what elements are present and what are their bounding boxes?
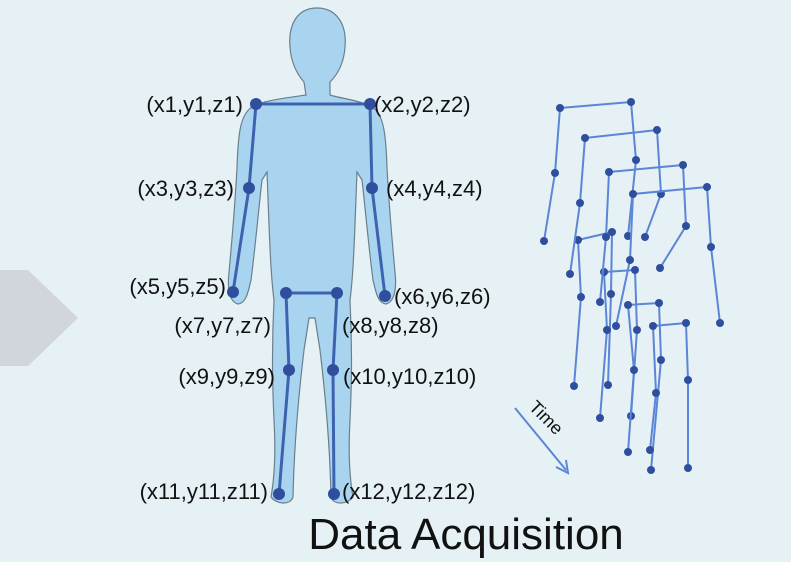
joint-7 xyxy=(280,287,292,299)
skeleton-joints xyxy=(227,98,391,500)
joint-3 xyxy=(243,182,255,194)
joint-label-11: (x11,y11,z11) xyxy=(140,479,268,504)
incoming-arrow xyxy=(0,270,78,366)
joint-label-2: (x2,y2,z2) xyxy=(374,92,471,117)
joint-1 xyxy=(250,98,262,110)
joint-5 xyxy=(227,286,239,298)
joint-2 xyxy=(364,98,376,110)
human-silhouette xyxy=(227,7,397,504)
joint-label-4: (x4,y4,z4) xyxy=(386,176,483,201)
joint-label-8: (x8,y8,z8) xyxy=(342,313,439,338)
joint-12 xyxy=(328,488,340,500)
joint-label-1: (x1,y1,z1) xyxy=(146,92,243,117)
sequence-frame-1 xyxy=(540,98,640,390)
joint-label-10: (x10,y10,z10) xyxy=(343,364,476,389)
joint-label-5: (x5,y5,z5) xyxy=(129,274,226,299)
joint-label-12: (x12,y12,z12) xyxy=(342,479,475,504)
skeleton-bones xyxy=(231,102,387,495)
diagram-title: Data Acquisition xyxy=(308,510,624,559)
skeleton-sequence xyxy=(540,98,724,474)
joint-labels: (x1,y1,z1) (x2,y2,z2) (x3,y3,z3) (x4,y4,… xyxy=(129,92,490,504)
joint-10 xyxy=(327,364,339,376)
joint-11 xyxy=(273,488,285,500)
joint-8 xyxy=(331,287,343,299)
joint-4 xyxy=(366,182,378,194)
joint-label-9: (x9,y9,z9) xyxy=(178,364,275,389)
joint-9 xyxy=(283,364,295,376)
joint-6 xyxy=(379,290,391,302)
joint-label-3: (x3,y3,z3) xyxy=(137,176,234,201)
joint-label-7: (x7,y7,z7) xyxy=(174,313,271,338)
joint-label-6: (x6,y6,z6) xyxy=(394,284,491,309)
sequence-frame-4 xyxy=(612,183,724,472)
